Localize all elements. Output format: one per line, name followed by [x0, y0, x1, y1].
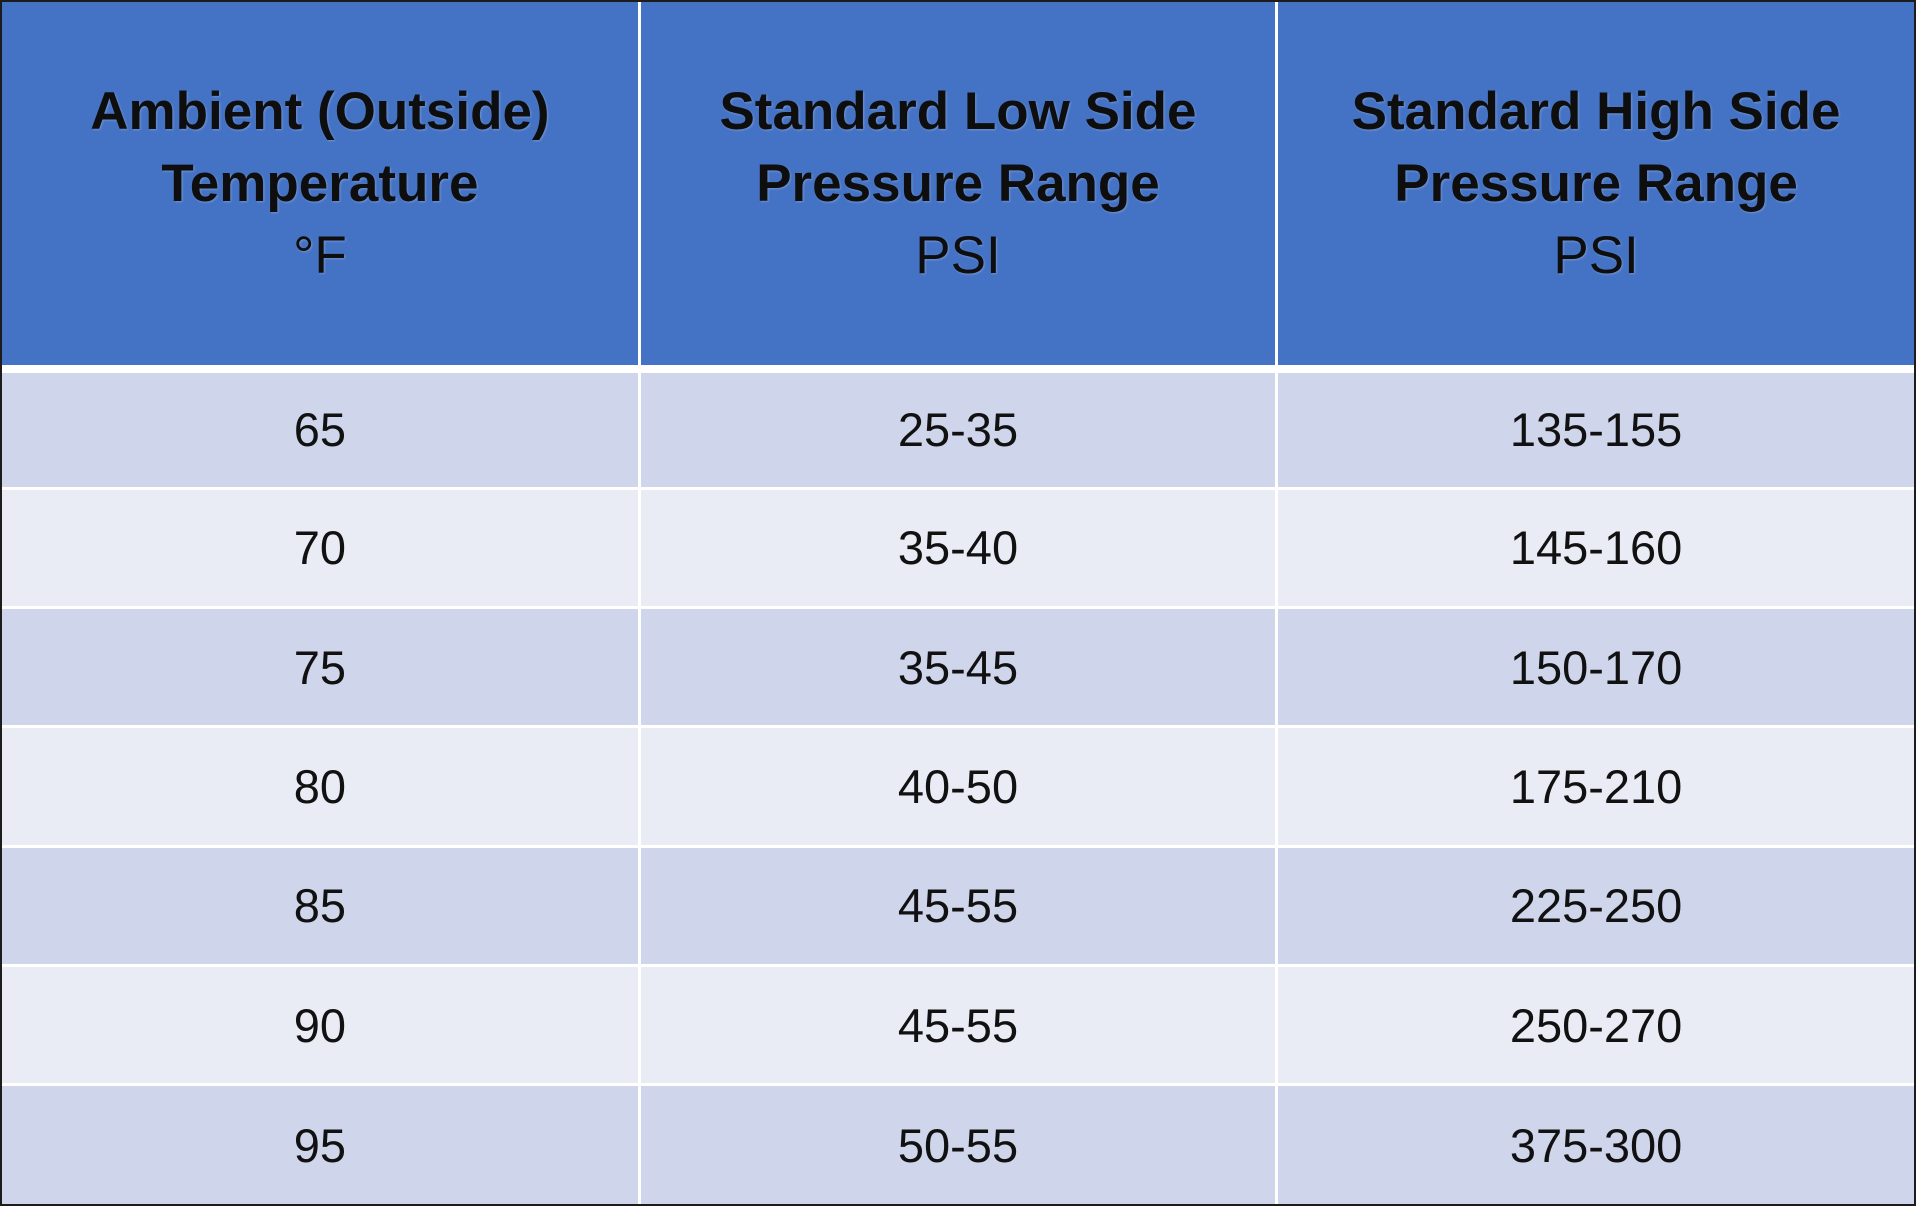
cell-temperature: 70 — [2, 488, 641, 610]
header-row: Ambient (Outside) Temperature °F Standar… — [2, 2, 1914, 373]
header-line: Pressure Range — [756, 153, 1160, 213]
cell-high-side: 375-300 — [1275, 1084, 1914, 1204]
cell-high-side: 225-250 — [1275, 846, 1914, 967]
cell-low-side: 45-55 — [637, 846, 1279, 967]
table-row: 80 40-50 175-210 — [2, 726, 1914, 848]
header-ambient-temperature: Ambient (Outside) Temperature °F — [2, 2, 641, 373]
cell-temperature: 65 — [2, 369, 641, 490]
cell-high-side: 145-160 — [1275, 488, 1914, 610]
header-unit: °F — [293, 225, 347, 285]
cell-high-side: 150-170 — [1275, 607, 1914, 729]
header-unit: PSI — [1553, 225, 1639, 285]
header-line: Standard High Side — [1351, 81, 1841, 141]
cell-temperature: 75 — [2, 607, 641, 729]
cell-low-side: 25-35 — [637, 369, 1279, 490]
cell-low-side: 40-50 — [637, 726, 1279, 848]
table-row: 70 35-40 145-160 — [2, 488, 1914, 610]
cell-high-side: 175-210 — [1275, 726, 1914, 848]
header-line: Temperature — [161, 153, 479, 213]
cell-low-side: 35-45 — [637, 607, 1279, 729]
table-row: 95 50-55 375-300 — [2, 1084, 1914, 1204]
cell-low-side: 35-40 — [637, 488, 1279, 610]
table-row: 65 25-35 135-155 — [2, 369, 1914, 490]
cell-temperature: 85 — [2, 846, 641, 967]
table-row: 75 35-45 150-170 — [2, 607, 1914, 729]
table-row: 90 45-55 250-270 — [2, 965, 1914, 1087]
cell-high-side: 135-155 — [1275, 369, 1914, 490]
cell-temperature: 95 — [2, 1084, 641, 1204]
cell-temperature: 80 — [2, 726, 641, 848]
table-row: 85 45-55 225-250 — [2, 846, 1914, 967]
header-line: Standard Low Side — [719, 81, 1197, 141]
cell-temperature: 90 — [2, 965, 641, 1087]
cell-low-side: 50-55 — [637, 1084, 1279, 1204]
cell-high-side: 250-270 — [1275, 965, 1914, 1087]
header-high-side-pressure: Standard High Side Pressure Range PSI — [1275, 2, 1914, 373]
header-line: Pressure Range — [1394, 153, 1798, 213]
header-line: Ambient (Outside) — [90, 81, 550, 141]
cell-low-side: 45-55 — [637, 965, 1279, 1087]
header-unit: PSI — [915, 225, 1001, 285]
header-low-side-pressure: Standard Low Side Pressure Range PSI — [637, 2, 1279, 373]
